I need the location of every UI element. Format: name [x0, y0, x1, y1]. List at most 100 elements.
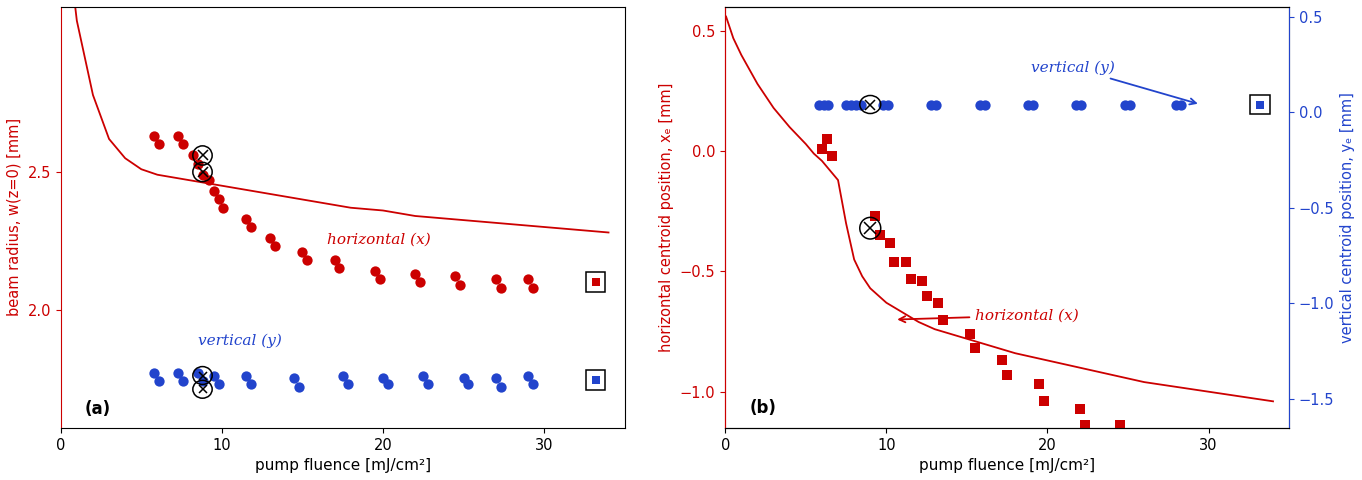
Point	[197, 176, 219, 184]
Point	[192, 171, 214, 179]
Point	[1065, 101, 1087, 108]
Point	[264, 242, 286, 250]
Point	[821, 152, 843, 160]
Point	[1118, 101, 1140, 108]
Point	[143, 132, 165, 140]
Point	[921, 101, 943, 108]
Point	[187, 369, 208, 377]
Point	[884, 258, 906, 266]
Point	[840, 101, 862, 108]
Point	[328, 264, 350, 272]
Point	[452, 374, 474, 382]
Point	[259, 234, 281, 242]
Point	[449, 281, 471, 288]
Text: (a): (a)	[84, 400, 112, 418]
X-axis label: pump fluence [mJ/cm²]: pump fluence [mJ/cm²]	[255, 458, 430, 473]
Point	[372, 374, 394, 382]
Point	[203, 372, 225, 379]
Point	[405, 270, 426, 277]
Point	[518, 276, 539, 283]
Point	[1028, 381, 1050, 388]
Text: (b): (b)	[749, 399, 776, 417]
Point	[1109, 421, 1130, 429]
Point	[518, 372, 539, 379]
Point	[808, 101, 829, 108]
Point	[409, 278, 430, 286]
Point	[291, 248, 313, 255]
Point	[522, 284, 543, 291]
Text: vertical (y): vertical (y)	[1031, 60, 1196, 105]
Point	[1186, 479, 1208, 480]
Point	[1034, 397, 1056, 405]
Point	[297, 256, 319, 264]
Text: vertical (y): vertical (y)	[197, 334, 282, 348]
Point	[932, 316, 953, 324]
Point	[895, 258, 917, 266]
Point	[582, 278, 603, 286]
Point	[1170, 101, 1192, 108]
Point	[582, 374, 603, 382]
Point	[458, 380, 479, 388]
Point	[148, 377, 170, 385]
Point	[332, 372, 354, 379]
Point	[413, 372, 434, 379]
Point	[444, 273, 466, 280]
Point	[208, 196, 230, 204]
Point	[810, 145, 832, 153]
Point	[850, 101, 872, 108]
Point	[959, 330, 981, 338]
Point	[911, 277, 933, 285]
Point	[240, 380, 262, 388]
Y-axis label: beam radius, w(z=0) [mm]: beam radius, w(z=0) [mm]	[7, 118, 22, 316]
Point	[1114, 101, 1136, 108]
Point	[1071, 101, 1092, 108]
Point	[1069, 405, 1091, 412]
Point	[212, 204, 234, 212]
Point	[817, 101, 839, 108]
Y-axis label: vertical centroid position, yₑ [mm]: vertical centroid position, yₑ [mm]	[1340, 92, 1355, 343]
Point	[964, 345, 986, 352]
Point	[1166, 101, 1188, 108]
Point	[1246, 101, 1268, 108]
FancyBboxPatch shape	[586, 272, 605, 292]
Point	[364, 267, 385, 275]
Point	[835, 101, 857, 108]
Point	[1114, 438, 1136, 446]
Point	[968, 101, 990, 108]
Point	[208, 380, 230, 388]
Point	[974, 101, 996, 108]
Point	[324, 256, 346, 264]
Point	[872, 101, 893, 108]
Point	[168, 369, 189, 377]
Point	[485, 374, 507, 382]
FancyBboxPatch shape	[586, 370, 605, 390]
Point	[869, 231, 891, 239]
Point	[992, 357, 1013, 364]
Point	[522, 380, 543, 388]
Point	[813, 101, 835, 108]
Point	[1073, 421, 1095, 429]
Point	[240, 223, 262, 231]
Point	[925, 101, 947, 108]
Point	[369, 276, 391, 283]
Point	[490, 284, 512, 291]
Point	[168, 132, 189, 140]
Text: horizontal (x): horizontal (x)	[899, 309, 1079, 323]
Point	[816, 135, 838, 143]
Point	[997, 371, 1019, 379]
Point	[1154, 455, 1175, 463]
Point	[377, 380, 399, 388]
Point	[915, 292, 937, 300]
Point	[192, 377, 214, 385]
Point	[1022, 101, 1043, 108]
Point	[289, 383, 311, 390]
Point	[1150, 438, 1171, 446]
Text: horizontal (x): horizontal (x)	[327, 232, 430, 247]
Point	[877, 101, 899, 108]
Point	[236, 215, 257, 223]
FancyBboxPatch shape	[1250, 95, 1269, 114]
Point	[490, 383, 512, 390]
Point	[1017, 101, 1039, 108]
Point	[928, 299, 949, 307]
Point	[878, 239, 900, 246]
